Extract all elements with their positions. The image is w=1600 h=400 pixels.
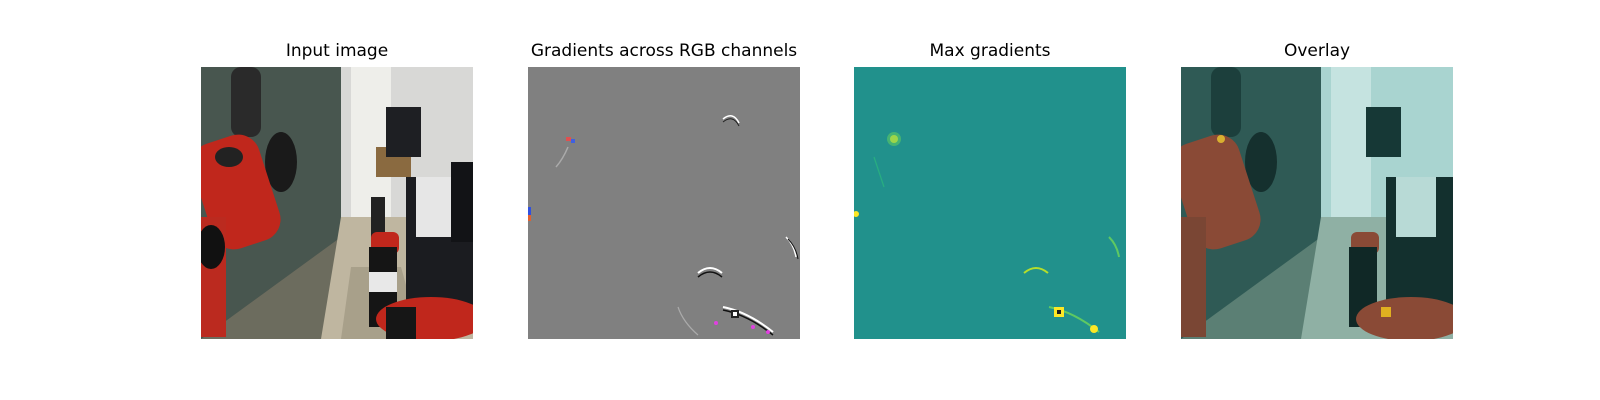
panel-title: Gradients across RGB channels	[530, 41, 798, 61]
gradients-rgb-image	[528, 67, 800, 339]
overlay-image	[1181, 67, 1453, 339]
max-gradients-image	[854, 67, 1126, 339]
panel-title: Overlay	[1283, 41, 1351, 61]
input-image	[201, 67, 473, 339]
panel-title: Max gradients	[929, 41, 1051, 61]
panel-title: Input image	[285, 41, 389, 61]
